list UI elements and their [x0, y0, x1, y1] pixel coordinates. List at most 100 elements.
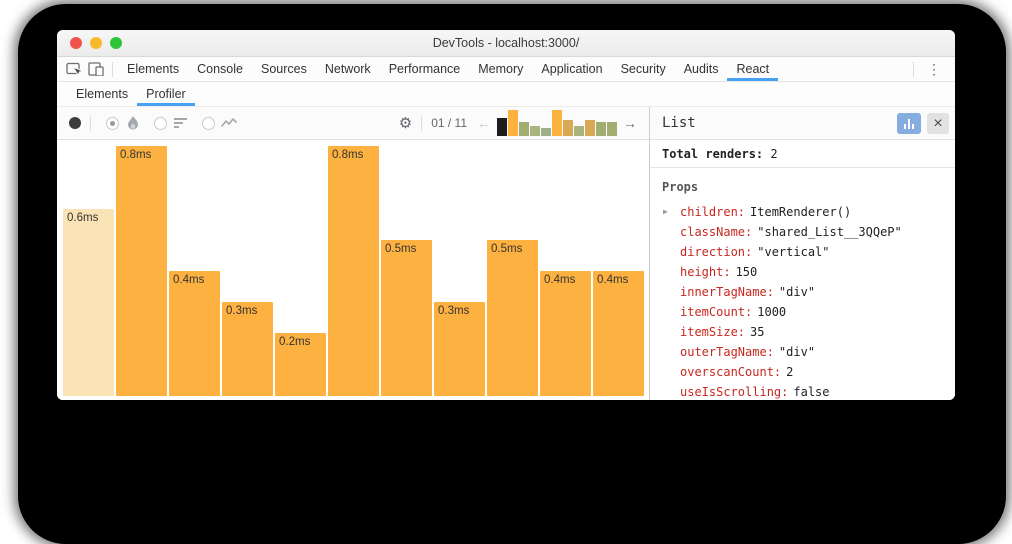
prop-name: useIsScrolling: [680, 385, 789, 399]
react-tab-profiler[interactable]: Profiler [137, 82, 195, 106]
snapshot-thumbnail[interactable] [574, 126, 584, 136]
interactions-chart-icon[interactable] [218, 113, 240, 133]
prop-row: ▶ children: ItemRenderer() [650, 202, 955, 222]
interactions-view-radio[interactable] [202, 116, 215, 130]
commit-bar[interactable]: 0.3ms [434, 302, 485, 396]
prop-value: 150 [735, 265, 758, 279]
profiler-pane: ⚙ 01 / 11 ← → 0.6ms 0.8ms 0.4ms 0.3ms 0.2ms 0… [57, 107, 650, 400]
tab-audits[interactable]: Audits [683, 62, 719, 76]
commit-bar[interactable]: 0.3ms [222, 302, 273, 396]
more-options-icon[interactable]: ⋮ [927, 61, 941, 77]
prop-name: itemCount: [680, 305, 753, 319]
commit-bar-label: 0.6ms [67, 212, 99, 224]
commit-bar-label: 0.4ms [544, 274, 576, 286]
commit-bar[interactable]: 0.8ms [328, 146, 379, 396]
profiler-content: ⚙ 01 / 11 ← → 0.6ms 0.8ms 0.4ms 0.3ms 0.2ms 0… [57, 107, 955, 400]
prop-row: innerTagName: "div" [650, 282, 955, 302]
props-section-label: Props [662, 180, 699, 194]
commit-bar-label: 0.3ms [438, 305, 470, 317]
total-renders-label: Total renders: [662, 147, 764, 161]
flamegraph-chart: 0.6ms 0.8ms 0.4ms 0.3ms 0.2ms 0.8ms 0.5ms 0.3ms… [57, 140, 649, 400]
toolbar-divider [112, 61, 113, 77]
tab-application[interactable]: Application [541, 62, 603, 76]
device-toolbar-icon[interactable] [85, 59, 107, 79]
prop-row: useIsScrolling: false [650, 382, 955, 400]
react-devtools-tab-bar: Elements Profiler [57, 82, 955, 107]
close-panel-button[interactable]: × [927, 112, 949, 134]
selected-component-name: List [662, 115, 696, 131]
snapshot-thumbnail[interactable] [563, 120, 573, 136]
commit-bar-label: 0.5ms [491, 243, 523, 255]
ranked-view-radio[interactable] [154, 116, 167, 130]
tab-memory[interactable]: Memory [478, 62, 524, 76]
prop-value: false [793, 385, 830, 399]
snapshot-thumbnail[interactable] [607, 122, 617, 136]
tab-console[interactable]: Console [197, 62, 243, 76]
inspect-element-icon[interactable] [63, 59, 85, 79]
previous-snapshot-icon[interactable]: ← [477, 115, 491, 131]
tab-security[interactable]: Security [620, 62, 666, 76]
prop-value: "div" [778, 285, 816, 299]
snapshot-thumbnail-selected[interactable] [497, 118, 507, 136]
expand-triangle-icon[interactable]: ▶ [663, 207, 668, 216]
commit-bar[interactable]: 0.8ms [116, 146, 167, 396]
tab-elements[interactable]: Elements [127, 62, 180, 76]
devtools-tabs: Elements Console Sources Network Performance… [118, 57, 778, 81]
toolbar-divider [90, 115, 91, 131]
snapshot-selector[interactable] [497, 110, 617, 136]
commit-bar[interactable]: 0.2ms [275, 333, 326, 396]
prop-value: "shared_List__3QQeP" [757, 225, 902, 239]
tab-react[interactable]: React [727, 57, 778, 81]
window-title: DevTools - localhost:3000/ [432, 36, 580, 50]
close-window-button[interactable] [70, 37, 82, 49]
commit-bar-label: 0.3ms [226, 305, 258, 317]
zoom-window-button[interactable] [110, 37, 122, 49]
tab-network[interactable]: Network [324, 62, 371, 76]
snapshot-thumbnail[interactable] [541, 128, 551, 136]
prop-name: children: [680, 205, 746, 219]
devtools-tab-bar: Elements Console Sources Network Performance… [57, 57, 955, 82]
prop-row: itemCount: 1000 [650, 302, 955, 322]
component-details-header: List × [650, 107, 955, 140]
tab-sources[interactable]: Sources [260, 62, 307, 76]
snapshot-thumbnail[interactable] [552, 110, 562, 136]
snapshot-position: 01 / 11 [431, 116, 467, 130]
commit-bar-label: 0.2ms [279, 336, 311, 348]
commit-bar[interactable]: 0.4ms [593, 271, 644, 396]
react-devtools-tabs: Elements Profiler [67, 82, 195, 106]
snapshot-thumbnail[interactable] [530, 126, 540, 136]
prop-name: overscanCount: [680, 365, 782, 379]
commit-bar[interactable]: 0.5ms [381, 240, 432, 396]
prop-name: innerTagName: [680, 285, 774, 299]
commit-bar[interactable]: 0.6ms [63, 209, 114, 396]
prop-value: 35 [750, 325, 765, 339]
snapshot-thumbnail[interactable] [596, 122, 606, 136]
flame-icon[interactable] [122, 113, 144, 133]
flamegraph-view-radio[interactable] [106, 116, 119, 130]
ranked-chart-icon[interactable] [170, 113, 192, 133]
minimize-window-button[interactable] [90, 37, 102, 49]
render-chart-button[interactable] [897, 112, 921, 134]
record-button[interactable] [69, 117, 81, 129]
prop-row: height: 150 [650, 262, 955, 282]
commit-bar[interactable]: 0.4ms [540, 271, 591, 396]
snapshot-thumbnail[interactable] [508, 110, 518, 136]
settings-gear-icon[interactable]: ⚙ [398, 114, 413, 132]
react-tab-elements[interactable]: Elements [76, 87, 129, 101]
prop-value: 1000 [757, 305, 787, 319]
commit-bar[interactable]: 0.5ms [487, 240, 538, 396]
snapshot-thumbnail[interactable] [519, 122, 529, 136]
devtools-window: DevTools - localhost:3000/ Elements Conso… [57, 30, 955, 400]
tab-performance[interactable]: Performance [388, 62, 461, 76]
next-snapshot-icon[interactable]: → [623, 115, 637, 131]
prop-value: "vertical" [757, 245, 830, 259]
traffic-lights [70, 30, 122, 56]
prop-row: overscanCount: 2 [650, 362, 955, 382]
profiler-toolbar: ⚙ 01 / 11 ← → [57, 107, 649, 140]
prop-name: outerTagName: [680, 345, 774, 359]
snapshot-thumbnail[interactable] [585, 120, 595, 136]
commit-bar-label: 0.5ms [385, 243, 417, 255]
commit-bar[interactable]: 0.4ms [169, 271, 220, 396]
titlebar: DevTools - localhost:3000/ [57, 30, 955, 57]
prop-row: itemSize: 35 [650, 322, 955, 342]
